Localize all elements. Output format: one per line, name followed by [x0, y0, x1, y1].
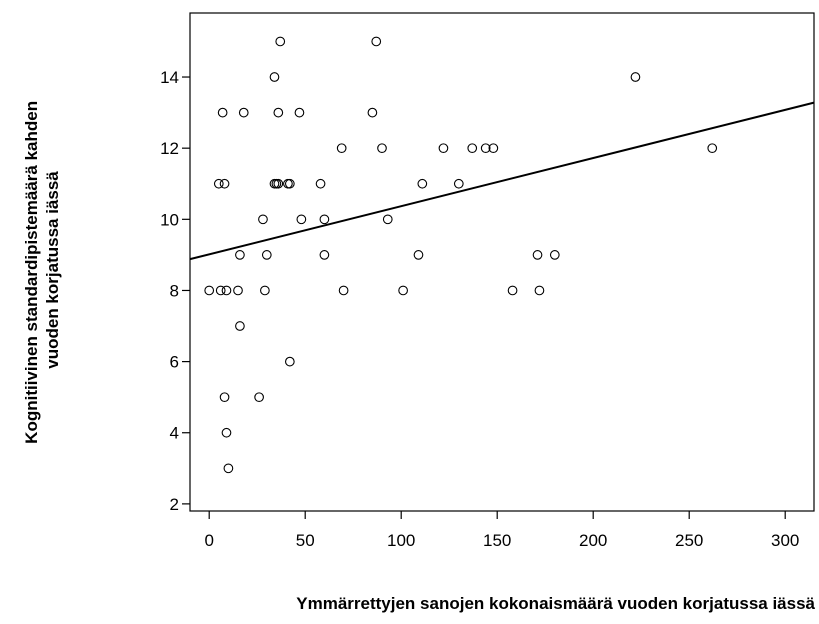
data-point — [221, 427, 232, 438]
y-tick-label: 12 — [160, 139, 179, 158]
data-point — [283, 178, 293, 189]
data-point — [258, 214, 268, 225]
data-point — [377, 143, 387, 154]
y-tick-label: 8 — [170, 281, 179, 300]
data-points — [204, 36, 718, 474]
data-point — [284, 178, 295, 189]
data-point — [261, 250, 272, 260]
x-tick-label: 50 — [296, 531, 315, 550]
data-point — [382, 214, 393, 225]
data-point — [371, 36, 382, 47]
data-point — [549, 250, 560, 260]
y-axis: 2 4 6 8 10 12 14 — [160, 68, 190, 514]
regression-line — [189, 101, 815, 261]
y-axis-title-line-2: vuoden korjatussa iässä — [43, 171, 62, 369]
x-axis-title: Ymmärrettyjen sanojen kokonaismäärä vuod… — [296, 594, 815, 613]
data-point — [238, 107, 249, 118]
x-tick-label: 200 — [579, 531, 607, 550]
data-point — [273, 107, 284, 118]
x-tick-label: 100 — [387, 531, 415, 550]
data-point — [260, 285, 270, 296]
data-point — [294, 107, 305, 118]
data-point — [315, 178, 326, 189]
data-point — [219, 392, 230, 403]
plot-frame — [189, 12, 815, 512]
data-point — [235, 250, 245, 260]
data-point — [453, 178, 464, 189]
data-point — [367, 107, 378, 118]
y-axis-title: Kognitiivinen standardipistemäärä kahden… — [22, 96, 62, 444]
data-point — [269, 72, 280, 82]
y-tick-label: 10 — [160, 210, 179, 229]
y-tick-label: 14 — [160, 68, 179, 87]
data-point — [480, 143, 491, 154]
data-point — [233, 285, 243, 296]
data-point — [534, 285, 545, 296]
x-axis: 0 50 100 150 200 250 300 — [204, 511, 799, 550]
data-point — [204, 285, 215, 296]
x-tick-label: 300 — [771, 531, 799, 550]
data-point — [707, 143, 718, 154]
data-point — [273, 178, 284, 189]
data-point — [630, 72, 641, 82]
x-tick-label: 250 — [675, 531, 703, 550]
data-point — [254, 392, 264, 403]
data-point — [336, 143, 347, 154]
y-axis-title-line-1: Kognitiivinen standardipistemäärä kahden — [22, 101, 41, 444]
data-point — [221, 285, 232, 296]
data-point — [215, 285, 226, 296]
data-point — [275, 36, 286, 47]
data-point — [417, 178, 428, 189]
data-point — [532, 250, 543, 260]
data-point — [217, 107, 228, 118]
data-point — [235, 321, 245, 331]
data-point — [319, 250, 330, 260]
data-point — [271, 178, 282, 189]
x-tick-label: 0 — [204, 531, 213, 550]
y-tick-label: 2 — [170, 495, 179, 514]
x-tick-label: 150 — [483, 531, 511, 550]
data-point — [319, 214, 330, 225]
y-tick-label: 6 — [170, 353, 179, 372]
data-point — [438, 143, 449, 154]
data-point — [507, 285, 518, 296]
data-point — [213, 178, 224, 189]
data-point — [488, 143, 499, 154]
data-point — [296, 214, 307, 225]
y-tick-label: 4 — [170, 424, 179, 443]
data-point — [467, 143, 478, 154]
data-point — [223, 463, 234, 474]
data-point — [413, 250, 424, 260]
data-point — [219, 178, 230, 189]
data-point — [284, 356, 295, 367]
data-point — [398, 285, 408, 296]
data-point — [338, 285, 349, 296]
